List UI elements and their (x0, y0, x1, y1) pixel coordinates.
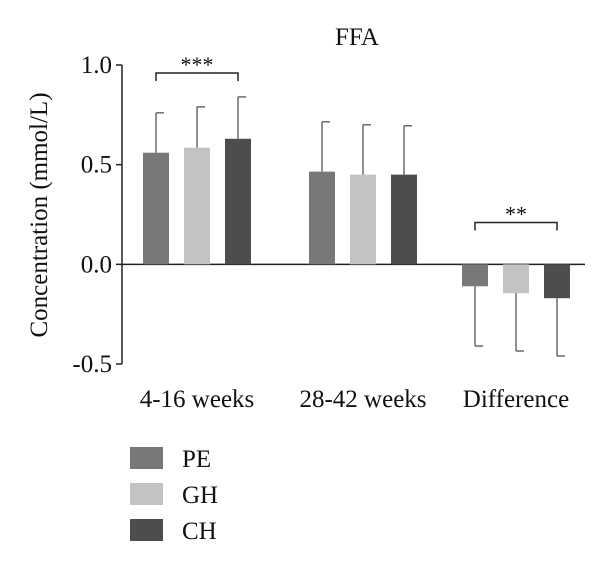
bar-pe (462, 264, 488, 287)
x-category-label: 4-16 weeks (140, 386, 255, 413)
y-tick-label: -0.5 (72, 351, 112, 378)
y-tick-label: 0.0 (81, 251, 112, 278)
bar-ch (544, 264, 570, 299)
legend-label-ch: CH (182, 518, 217, 545)
bars (143, 138, 570, 299)
chart-title: FFA (335, 24, 379, 51)
y-axis-label: Concentration (mmol/L) (26, 92, 53, 337)
bar-gh (184, 147, 210, 265)
bar-gh (503, 264, 529, 294)
bar-pe (143, 152, 169, 265)
axes: 1.0 0.5 0.0 -0.5 4-16 weeks 28-42 weeks Differ… (72, 52, 585, 413)
significance-bracket (155, 72, 239, 81)
legend-swatch-gh (130, 483, 163, 505)
bar-gh (350, 174, 376, 265)
legend-label-pe: PE (182, 446, 211, 473)
legend: PE GH CH (130, 446, 218, 545)
bar-ch (225, 138, 251, 265)
x-category-label: Difference (463, 386, 569, 413)
legend-swatch-pe (130, 447, 163, 469)
y-tick-label: 0.5 (81, 152, 112, 179)
bar-ch (391, 174, 417, 265)
legend-label-gh: GH (182, 482, 218, 509)
significance-bracket (474, 221, 558, 231)
x-category-label: 28-42 weeks (299, 386, 426, 413)
significance-label: ** (505, 201, 527, 226)
bar-pe (309, 171, 335, 265)
error-bars (155, 96, 565, 357)
significance-annotations: ***** (155, 52, 558, 231)
legend-swatch-ch (130, 519, 163, 541)
significance-label: *** (181, 52, 214, 77)
y-tick-label: 1.0 (81, 52, 112, 79)
